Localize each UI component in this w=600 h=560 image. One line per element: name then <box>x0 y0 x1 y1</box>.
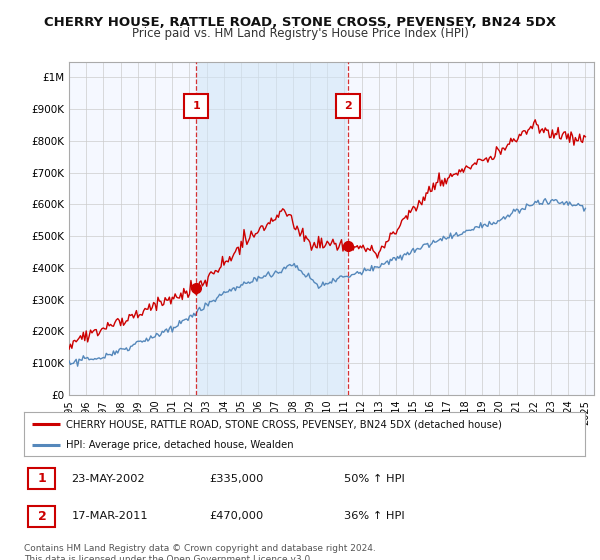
Text: CHERRY HOUSE, RATTLE ROAD, STONE CROSS, PEVENSEY, BN24 5DX: CHERRY HOUSE, RATTLE ROAD, STONE CROSS, … <box>44 16 556 29</box>
Text: Contains HM Land Registry data © Crown copyright and database right 2024.
This d: Contains HM Land Registry data © Crown c… <box>24 544 376 560</box>
Text: £335,000: £335,000 <box>209 474 263 484</box>
Text: 1: 1 <box>38 472 46 485</box>
Text: Price paid vs. HM Land Registry's House Price Index (HPI): Price paid vs. HM Land Registry's House … <box>131 27 469 40</box>
Text: 1: 1 <box>193 101 200 111</box>
Text: 17-MAR-2011: 17-MAR-2011 <box>71 511 148 521</box>
Text: CHERRY HOUSE, RATTLE ROAD, STONE CROSS, PEVENSEY, BN24 5DX (detached house): CHERRY HOUSE, RATTLE ROAD, STONE CROSS, … <box>66 419 502 429</box>
Text: £470,000: £470,000 <box>209 511 263 521</box>
Text: 50% ↑ HPI: 50% ↑ HPI <box>344 474 404 484</box>
FancyBboxPatch shape <box>28 468 55 489</box>
Text: 2: 2 <box>38 510 46 523</box>
Text: 36% ↑ HPI: 36% ↑ HPI <box>344 511 404 521</box>
FancyBboxPatch shape <box>28 506 55 527</box>
Text: 23-MAY-2002: 23-MAY-2002 <box>71 474 145 484</box>
Text: 2: 2 <box>344 101 352 111</box>
Text: HPI: Average price, detached house, Wealden: HPI: Average price, detached house, Weal… <box>66 440 294 450</box>
